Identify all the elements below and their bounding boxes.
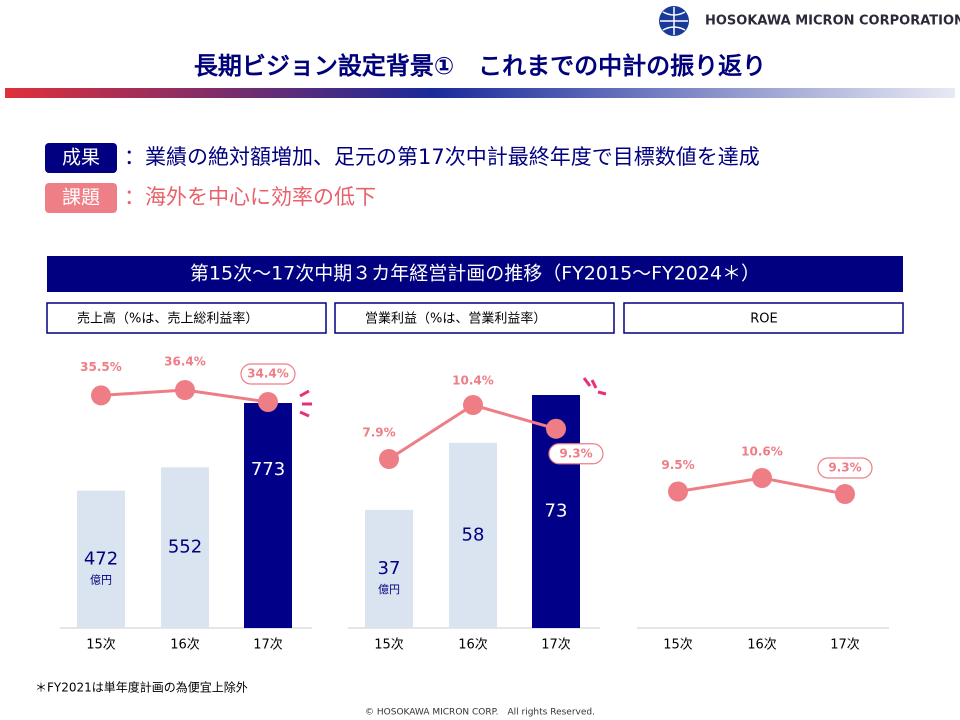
banner <box>47 256 903 292</box>
line-label: 35.5% <box>80 360 122 374</box>
bar-label: 552 <box>168 537 202 558</box>
point-text: ：業績の絶対額増加、足元の第17次中計最終年度で目標数値を達成 <box>124 145 760 169</box>
company-name: HOSOKAWA MICRON CORPORATION <box>705 14 960 29</box>
x-tick-label: 15次 <box>86 637 116 653</box>
logo-lines <box>660 7 688 35</box>
highlight-box <box>817 457 873 479</box>
panel-title: ROE <box>750 312 777 327</box>
marker <box>91 385 111 406</box>
marker <box>379 449 399 469</box>
highlight-box <box>548 443 604 465</box>
point-text: ：海外を中心に効率の低下 <box>124 185 376 209</box>
tag: 課題 <box>62 187 100 209</box>
unit-label: 億円 <box>378 583 400 596</box>
line-label: 10.4% <box>452 374 494 388</box>
x-tick-label: 17次 <box>541 637 571 653</box>
tag-box <box>45 143 117 173</box>
marker <box>258 392 278 412</box>
line-label: 36.4% <box>164 355 206 369</box>
panel-header <box>334 302 615 334</box>
tag: 成果 <box>62 147 100 169</box>
x-tick-label: 17次 <box>830 637 860 653</box>
marker <box>463 395 483 415</box>
line-label: 9.3% <box>828 461 861 475</box>
bar <box>161 467 209 628</box>
bar-label: 73 <box>545 501 568 522</box>
panel-header <box>46 302 327 334</box>
highlight-box <box>240 363 296 385</box>
line-label: 9.3% <box>559 446 592 460</box>
panel-title: 売上高（%は、売上総利益率） <box>77 311 258 327</box>
x-tick-label: 15次 <box>374 637 404 653</box>
title-rule <box>5 88 955 98</box>
unit-label: 億円 <box>90 573 112 586</box>
x-tick-label: 15次 <box>663 637 693 653</box>
marker <box>752 468 772 488</box>
panel-header <box>623 302 904 334</box>
bar-label: 37 <box>378 558 401 579</box>
line-label: 10.6% <box>741 445 783 459</box>
x-tick-label: 16次 <box>458 637 488 653</box>
x-tick-label: 16次 <box>170 637 200 653</box>
banner-text: 第15次～17次中期３カ年経営計画の推移（FY2015～FY2024＊） <box>190 263 760 285</box>
bar <box>365 509 413 628</box>
x-tick-label: 17次 <box>253 637 283 653</box>
slide-title: 長期ビジョン設定背景① これまでの中計の振り返り <box>194 52 766 80</box>
marker <box>668 481 688 502</box>
bar <box>77 490 125 628</box>
marker <box>835 484 855 504</box>
panel-title: 営業利益（%は、営業利益率） <box>365 311 546 327</box>
marker <box>175 380 195 400</box>
x-tick-label: 16次 <box>747 637 777 653</box>
line-label: 7.9% <box>362 426 395 440</box>
bar-label: 472 <box>84 548 118 569</box>
line-label: 34.4% <box>247 367 289 381</box>
footnote: ＊FY2021は単年度計画の為便宜上除外 <box>35 680 248 695</box>
line-label: 9.5% <box>661 458 694 472</box>
bar-label: 773 <box>251 459 285 480</box>
bar <box>244 403 292 628</box>
burst <box>299 377 607 418</box>
tag-box <box>45 183 117 213</box>
marker <box>546 418 566 439</box>
bar <box>449 442 497 628</box>
copyright: © HOSOKAWA MICRON CORP. All rights Reser… <box>365 708 595 718</box>
bar-label: 58 <box>462 524 485 545</box>
